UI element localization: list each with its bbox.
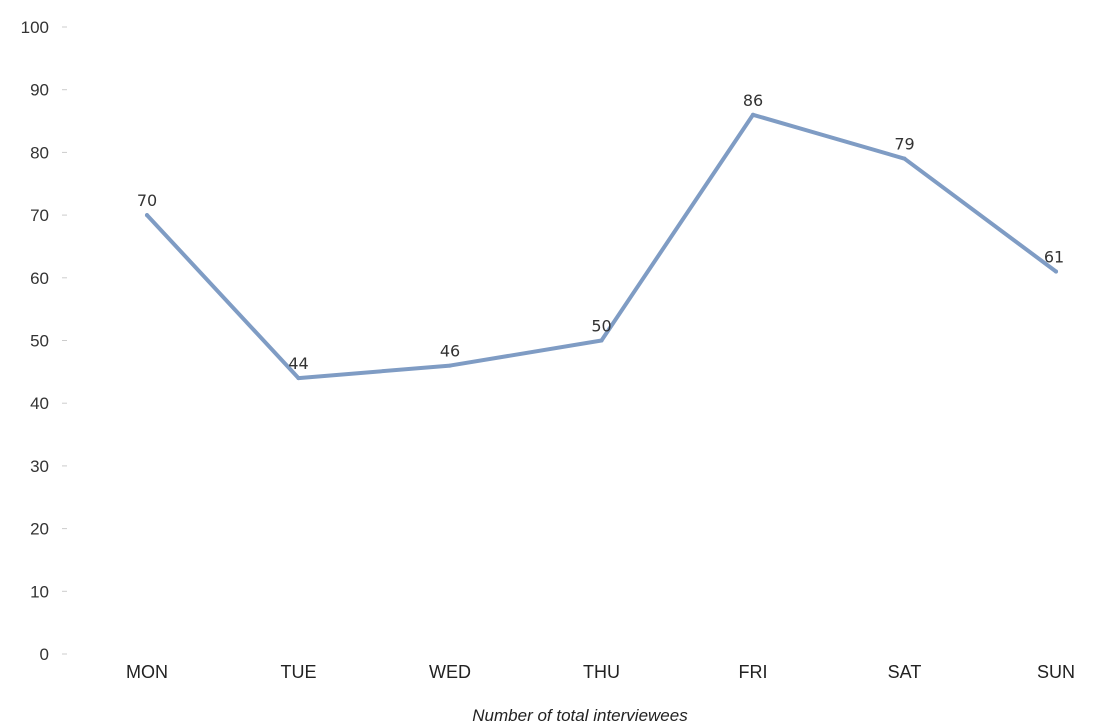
y-tick-label: 70 — [30, 206, 49, 225]
x-tick-label: SAT — [888, 662, 922, 682]
y-tick-label: 100 — [21, 18, 49, 37]
y-tick-label: 90 — [30, 81, 49, 100]
x-tick-label: SUN — [1037, 662, 1075, 682]
data-label: 86 — [743, 91, 763, 110]
y-tick-label: 50 — [30, 332, 49, 351]
data-label: 44 — [288, 354, 308, 373]
data-point — [145, 213, 149, 218]
data-point — [448, 363, 452, 368]
y-tick-label: 0 — [40, 645, 49, 664]
y-axis: 0 10 20 30 40 50 60 70 80 90 100 — [21, 18, 67, 664]
data-point — [1054, 269, 1058, 274]
y-tick-label: 30 — [30, 457, 49, 476]
x-axis: MON TUE WED THU FRI SAT SUN — [126, 662, 1075, 682]
y-tick-label: 80 — [30, 143, 49, 162]
data-label: 46 — [440, 342, 460, 361]
data-point — [751, 112, 755, 117]
y-tick-label: 20 — [30, 520, 49, 539]
y-tick-label: 60 — [30, 269, 49, 288]
data-label: 79 — [894, 135, 914, 154]
x-tick-label: WED — [429, 662, 471, 682]
data-point — [296, 376, 301, 381]
plot-area: 70 44 46 50 86 79 61 — [137, 91, 1064, 381]
x-tick-label: THU — [583, 662, 620, 682]
y-tick-label: 10 — [30, 582, 49, 601]
x-tick-label: FRI — [739, 662, 768, 682]
data-point — [599, 338, 604, 343]
data-label: 50 — [591, 317, 611, 336]
y-tick-label: 40 — [30, 394, 49, 413]
data-point — [902, 156, 907, 161]
data-label: 70 — [137, 191, 157, 210]
x-tick-label: MON — [126, 662, 168, 682]
x-axis-title: Number of total interviewees — [472, 706, 688, 725]
x-tick-label: TUE — [281, 662, 317, 682]
data-label: 61 — [1044, 248, 1064, 267]
